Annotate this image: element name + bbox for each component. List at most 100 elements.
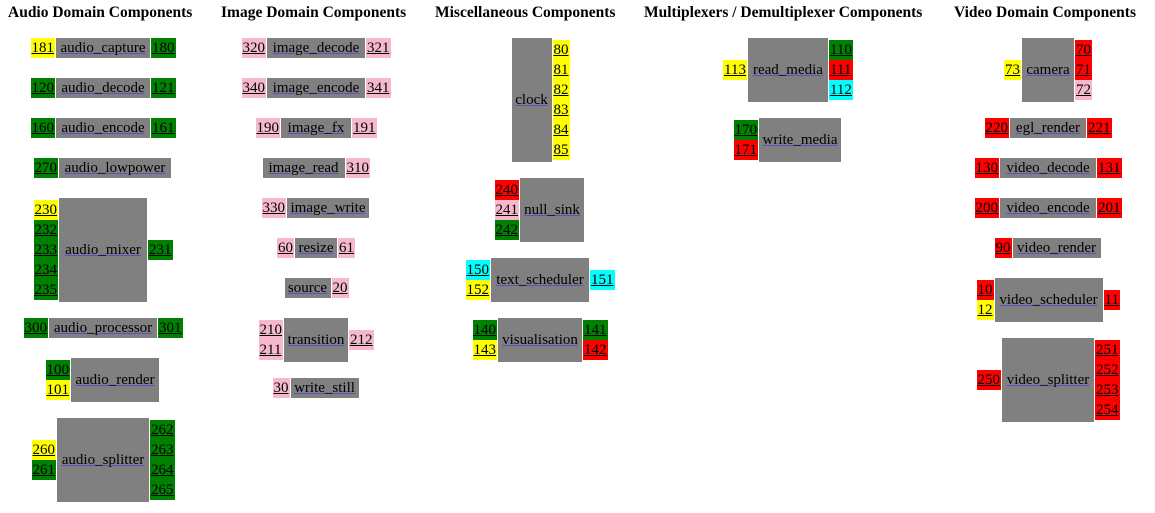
port-link[interactable]: 251 [1095,340,1120,360]
port-link[interactable]: 110 [828,40,853,60]
component-name-link[interactable]: audio_encode [61,120,145,136]
component-name-link[interactable]: image_write [290,200,366,216]
port-link[interactable]: 190 [255,118,280,138]
component-name-link[interactable]: video_splitter [1006,372,1090,388]
port-link[interactable]: 264 [150,460,175,480]
port-link[interactable]: 70 [1075,40,1092,60]
component-name-link[interactable]: null_sink [524,202,580,218]
port-link[interactable]: 221 [1087,118,1112,138]
component-name-link[interactable]: video_encode [1006,200,1090,216]
port-link[interactable]: 12 [976,300,994,320]
port-link[interactable]: 252 [1095,360,1120,380]
port-link[interactable]: 112 [828,80,853,100]
port-link[interactable]: 160 [30,118,55,138]
port-link[interactable]: 270 [33,158,58,178]
port-link[interactable]: 240 [494,180,519,200]
port-link[interactable]: 321 [366,38,391,58]
port-link[interactable]: 142 [583,340,608,360]
port-link[interactable]: 181 [30,38,55,58]
port-link[interactable]: 170 [733,120,758,140]
port-link[interactable]: 300 [23,318,48,338]
port-link[interactable]: 310 [345,158,370,178]
component-name-link[interactable]: write_still [294,380,355,396]
component-name-link[interactable]: video_render [1016,240,1097,256]
component-name-link[interactable]: egl_render [1015,120,1081,136]
port-link[interactable]: 254 [1095,400,1120,420]
port-link[interactable]: 241 [494,200,519,220]
port-link[interactable]: 152 [465,280,490,300]
component-name-link[interactable]: visualisation [502,332,578,348]
port-link[interactable]: 101 [45,380,70,400]
port-link[interactable]: 301 [158,318,183,338]
port-link[interactable]: 140 [472,320,497,340]
port-link[interactable]: 83 [552,100,570,120]
port-link[interactable]: 234 [33,260,58,280]
component-name-link[interactable]: audio_lowpower [64,160,166,176]
component-name-link[interactable]: image_encode [272,80,360,96]
component-name-link[interactable]: camera [1026,62,1070,78]
port-link[interactable]: 161 [151,118,176,138]
component-name-link[interactable]: audio_render [75,372,155,388]
component-name-link[interactable]: transition [287,332,345,348]
port-link[interactable]: 131 [1097,158,1122,178]
port-link[interactable]: 330 [261,198,286,218]
port-link[interactable]: 212 [349,330,374,350]
component-name-link[interactable]: audio_processor [53,320,153,336]
port-link[interactable]: 320 [241,38,266,58]
port-link[interactable]: 265 [150,480,175,500]
port-link[interactable]: 141 [583,320,608,340]
port-link[interactable]: 261 [31,460,56,480]
port-link[interactable]: 151 [590,270,615,290]
port-link[interactable]: 211 [258,340,283,360]
component-name-link[interactable]: clock [515,92,548,108]
port-link[interactable]: 71 [1075,60,1092,80]
port-link[interactable]: 201 [1097,198,1122,218]
component-name-link[interactable]: text_scheduler [496,272,584,288]
port-link[interactable]: 11 [1103,290,1120,310]
component-name-link[interactable]: audio_mixer [65,242,141,258]
port-link[interactable]: 72 [1075,80,1092,100]
port-link[interactable]: 30 [272,378,290,398]
port-link[interactable]: 150 [465,260,490,280]
component-name-link[interactable]: image_fx [287,120,345,136]
port-link[interactable]: 191 [352,118,377,138]
port-link[interactable]: 20 [331,278,349,298]
port-link[interactable]: 260 [31,440,56,460]
port-link[interactable]: 233 [33,240,58,260]
component-name-link[interactable]: write_media [762,132,838,148]
port-link[interactable]: 341 [366,78,391,98]
port-link[interactable]: 120 [30,78,55,98]
component-name-link[interactable]: read_media [752,62,823,78]
component-name-link[interactable]: audio_decode [61,80,145,96]
port-link[interactable]: 210 [258,320,283,340]
port-link[interactable]: 220 [984,118,1009,138]
port-link[interactable]: 232 [33,220,58,240]
component-name-link[interactable]: audio_capture [60,40,146,56]
port-link[interactable]: 82 [552,80,570,100]
port-link[interactable]: 10 [976,280,994,300]
component-name-link[interactable]: source [287,280,328,296]
port-link[interactable]: 263 [150,440,175,460]
port-link[interactable]: 230 [33,200,58,220]
port-link[interactable]: 262 [150,420,175,440]
port-link[interactable]: 81 [552,60,570,80]
port-link[interactable]: 235 [33,280,58,300]
component-name-link[interactable]: image_read [268,160,339,176]
port-link[interactable]: 200 [974,198,999,218]
port-link[interactable]: 90 [994,238,1012,258]
port-link[interactable]: 80 [552,40,570,60]
component-name-link[interactable]: audio_splitter [61,452,145,468]
port-link[interactable]: 60 [277,238,294,258]
port-link[interactable]: 84 [552,120,570,140]
component-name-link[interactable]: video_decode [1006,160,1090,176]
port-link[interactable]: 100 [45,360,70,380]
port-link[interactable]: 85 [552,140,570,160]
port-link[interactable]: 250 [976,370,1001,390]
port-link[interactable]: 242 [494,220,519,240]
port-link[interactable]: 121 [151,78,176,98]
port-link[interactable]: 340 [241,78,266,98]
component-name-link[interactable]: video_scheduler [999,292,1098,308]
port-link[interactable]: 113 [723,60,747,80]
port-link[interactable]: 73 [1004,60,1021,80]
port-link[interactable]: 111 [828,60,853,80]
